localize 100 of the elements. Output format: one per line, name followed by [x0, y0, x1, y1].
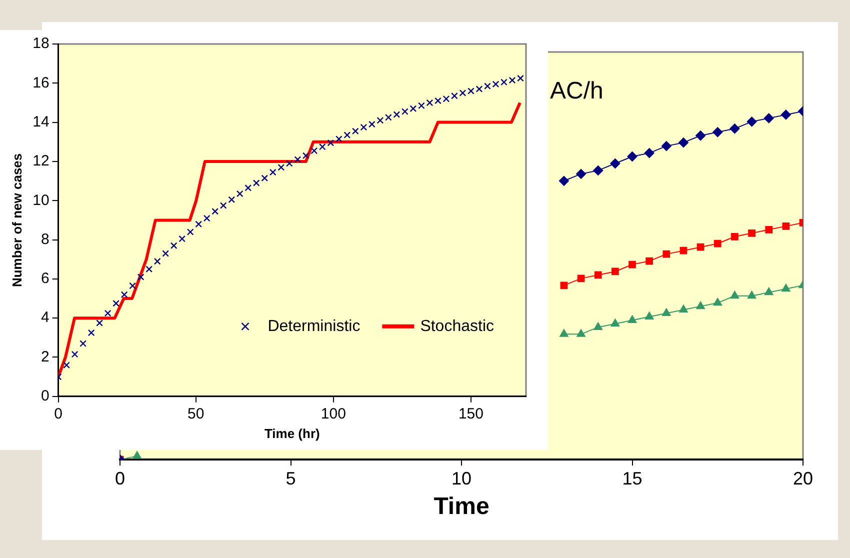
point — [244, 184, 252, 192]
point — [594, 322, 602, 330]
y-tick-label: 8 — [40, 230, 50, 248]
point — [696, 243, 704, 251]
point — [129, 282, 136, 290]
x-axis-title: Time — [434, 493, 490, 520]
point — [376, 116, 384, 124]
point — [678, 138, 688, 148]
point — [385, 114, 392, 121]
point — [132, 451, 142, 459]
point — [747, 290, 756, 299]
point — [764, 287, 774, 296]
point — [484, 82, 491, 90]
point — [782, 222, 790, 230]
point — [104, 310, 112, 317]
point — [644, 312, 654, 320]
point — [212, 208, 219, 215]
point — [476, 86, 483, 92]
point — [236, 190, 244, 198]
point — [310, 147, 318, 154]
point — [261, 174, 268, 182]
point — [220, 202, 227, 209]
point — [696, 301, 705, 310]
point — [627, 152, 638, 162]
point — [517, 74, 524, 82]
point — [662, 308, 671, 316]
y-tick-label: 2 — [40, 348, 50, 366]
point — [558, 176, 569, 186]
point — [162, 250, 170, 257]
y-tick-label: 14 — [32, 113, 50, 130]
x-tick-label: 50 — [188, 406, 204, 423]
point — [434, 97, 442, 104]
point — [352, 128, 359, 135]
point — [765, 226, 773, 234]
x-tick-label: 100 — [320, 406, 346, 423]
point — [782, 284, 790, 292]
point — [178, 235, 186, 242]
point — [170, 242, 178, 250]
x-tick-label: 15 — [622, 468, 642, 488]
point — [327, 139, 334, 146]
point — [468, 88, 474, 94]
x-tick-label: 0 — [54, 406, 62, 423]
point — [628, 315, 637, 323]
point — [500, 78, 508, 86]
point — [560, 329, 568, 337]
point — [593, 165, 604, 176]
point — [610, 158, 620, 168]
y-tick-label: 6 — [40, 270, 50, 288]
point — [252, 180, 260, 186]
point — [508, 76, 516, 84]
point — [696, 130, 706, 141]
point — [96, 320, 103, 326]
y-tick-label: 12 — [32, 152, 50, 170]
point — [611, 268, 619, 276]
point — [714, 240, 722, 248]
x-tick-label: 150 — [458, 406, 484, 423]
point — [410, 105, 417, 112]
point — [88, 329, 95, 336]
point — [731, 232, 738, 240]
point — [360, 124, 368, 131]
y-axis-title: Number of new cases — [9, 153, 24, 288]
point — [746, 116, 757, 127]
x-tick-label: 10 — [451, 468, 472, 488]
y-tick-label: 18 — [32, 35, 50, 52]
point — [112, 300, 120, 307]
x-tick-label: 0 — [114, 468, 126, 488]
point — [628, 260, 636, 268]
point — [203, 214, 210, 222]
point — [713, 298, 722, 306]
point — [335, 136, 342, 142]
legend-label: Deterministic — [268, 318, 360, 335]
point — [286, 160, 293, 167]
point — [278, 164, 285, 171]
point — [577, 274, 585, 282]
point — [294, 156, 302, 163]
point — [594, 271, 602, 279]
point — [442, 95, 450, 102]
point — [560, 282, 568, 290]
point — [228, 196, 236, 204]
point — [576, 168, 586, 179]
point — [451, 92, 458, 100]
point — [368, 120, 376, 128]
text: AC/h — [550, 78, 604, 105]
point — [318, 143, 326, 150]
point — [712, 127, 723, 138]
point — [679, 304, 688, 313]
point — [137, 274, 144, 280]
point — [661, 141, 672, 152]
point — [492, 80, 500, 88]
point — [269, 168, 276, 176]
y-tick-label: 4 — [40, 309, 50, 326]
point — [644, 148, 654, 158]
legend-label: Stochastic — [420, 318, 494, 335]
point — [646, 257, 654, 265]
point — [576, 329, 586, 337]
point — [418, 102, 425, 110]
y-tick-label: 0 — [40, 388, 50, 405]
point — [748, 229, 756, 237]
x-tick-label: 5 — [286, 468, 296, 488]
point — [426, 99, 434, 106]
